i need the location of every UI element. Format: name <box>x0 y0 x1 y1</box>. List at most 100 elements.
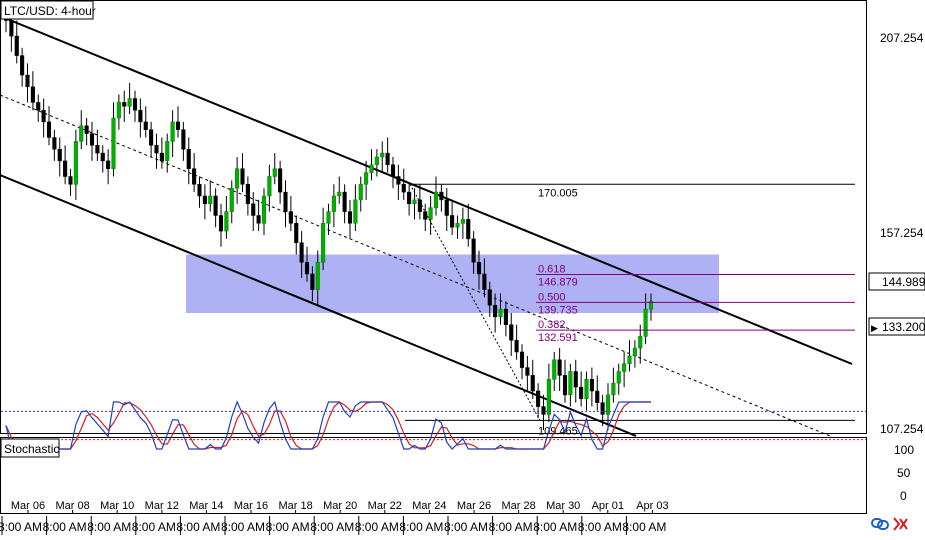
candle-body <box>541 406 546 415</box>
x-date-label: Mar 24 <box>412 500 446 512</box>
candlestick <box>514 324 519 360</box>
candle-body <box>466 219 471 240</box>
candle-body <box>170 121 175 142</box>
candlestick <box>552 351 557 391</box>
x-date-label: Mar 16 <box>234 500 268 512</box>
candlestick <box>433 176 439 216</box>
candle-body <box>202 195 207 205</box>
candle-body <box>192 168 197 185</box>
fib-price-label: 146.879 <box>538 276 578 288</box>
candle-body <box>68 176 73 185</box>
candle-body <box>557 359 562 376</box>
x-date-label: Apr 03 <box>636 500 668 512</box>
candle-body <box>401 184 406 193</box>
candle-body <box>412 199 417 205</box>
candle-body <box>579 386 584 400</box>
candlestick <box>439 184 444 212</box>
x-time-label: 8:00 AM <box>399 520 443 534</box>
candlestick <box>68 168 73 196</box>
candlestick <box>509 312 514 356</box>
candle-body <box>79 125 84 142</box>
candle-body <box>342 191 347 212</box>
candlestick <box>224 195 229 239</box>
candle-body <box>261 195 267 224</box>
candlestick <box>116 94 121 130</box>
candlestick <box>165 133 170 173</box>
fib-ratio-label: 0.382 <box>538 319 566 331</box>
fib-price-label: 132.591 <box>538 332 578 344</box>
candlestick <box>52 129 57 161</box>
candlestick <box>138 98 143 138</box>
x-date-label: Mar 20 <box>323 500 357 512</box>
candlestick <box>428 195 433 235</box>
candlestick <box>127 82 132 115</box>
candle-body <box>643 308 648 337</box>
stoch-tick-label: 100 <box>894 443 914 457</box>
candlestick <box>321 207 326 271</box>
indicator-title: Stochastic <box>4 442 59 456</box>
candle-body <box>138 109 143 123</box>
candlestick <box>89 121 95 161</box>
candlestick <box>46 106 52 146</box>
candlestick <box>385 137 390 173</box>
candlestick <box>546 363 551 423</box>
candlestick <box>450 199 455 235</box>
candlestick <box>536 383 541 419</box>
channel-lower-line <box>0 174 637 437</box>
candle-body <box>165 141 170 162</box>
price-tag-current: ▶ 133.200 <box>868 317 925 336</box>
chart-title-box: LTC/USD: 4-hour <box>0 0 96 20</box>
candlestick <box>541 394 546 430</box>
candlestick <box>337 176 342 204</box>
candle-body <box>310 273 315 290</box>
candle-body <box>331 195 336 212</box>
candlestick <box>84 117 89 146</box>
fib-price-label: 139.735 <box>538 304 578 316</box>
x-date-label: Mar 18 <box>278 500 312 512</box>
candle-body <box>127 98 132 107</box>
x-date-label: Mar 26 <box>457 500 491 512</box>
price-tag-label: 144.989 <box>882 275 925 289</box>
candle-body <box>100 152 105 162</box>
candle-body <box>358 184 363 201</box>
candle-body <box>396 176 401 185</box>
candle-body <box>417 199 422 212</box>
price-tag-resistance: 144.989 <box>868 272 925 291</box>
candle-body <box>278 168 283 193</box>
x-time-label: 8:00 AM <box>310 520 354 534</box>
candle-body <box>568 371 573 396</box>
candle-body <box>460 219 465 224</box>
price-tag-arrow: ▶ <box>871 323 878 333</box>
candle-body <box>632 347 637 357</box>
candle-body <box>450 215 455 228</box>
candle-body <box>519 351 525 368</box>
channel-upper-line <box>0 15 853 365</box>
candlestick <box>358 176 363 212</box>
candle-body <box>36 102 41 111</box>
candle-body <box>589 379 594 392</box>
candlestick <box>235 156 240 204</box>
x-date-label: Mar 10 <box>100 500 134 512</box>
indicator-title-box[interactable]: Stochastic <box>0 438 60 458</box>
candle-body <box>95 145 100 154</box>
candlestick <box>79 110 84 150</box>
candle-body <box>616 371 621 384</box>
x-date-label: Mar 06 <box>11 500 45 512</box>
candle-body <box>132 98 138 111</box>
candlestick <box>181 121 186 161</box>
candlestick <box>579 371 584 407</box>
candlestick <box>20 47 25 87</box>
candlestick <box>589 367 594 407</box>
fib-trend-line <box>409 184 541 421</box>
close-icon[interactable] <box>893 517 908 531</box>
candlestick <box>326 203 331 235</box>
price-tag-label: 133.200 <box>882 320 925 334</box>
candlestick <box>111 102 116 177</box>
x-date-label: Mar 30 <box>546 500 580 512</box>
link-icon[interactable] <box>871 518 889 530</box>
candlestick <box>256 199 261 232</box>
candlestick <box>331 184 336 228</box>
candle-body <box>149 129 154 146</box>
candle-body <box>122 102 127 107</box>
candle-body <box>218 215 224 232</box>
